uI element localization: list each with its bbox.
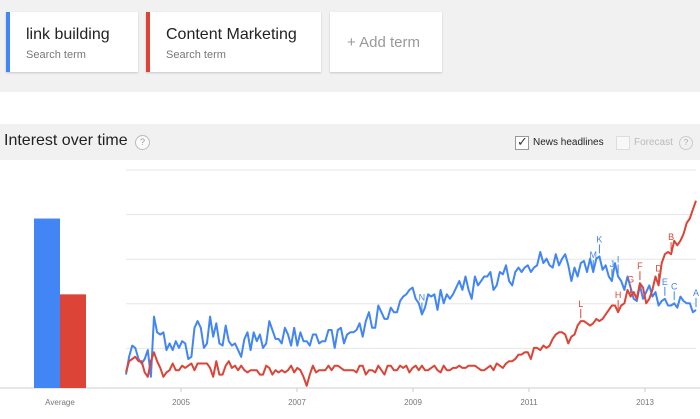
annotation-b: B — [668, 232, 674, 242]
add-term-label[interactable]: + Add term — [347, 34, 420, 51]
search-terms-bar: link building Search term Content Market… — [0, 0, 700, 92]
term-type: Search term — [26, 49, 86, 61]
spacer — [0, 92, 700, 124]
annotation-j: J — [610, 259, 615, 269]
annotation-g: G — [627, 275, 634, 285]
x-tick-label: 2011 — [520, 398, 538, 407]
annotation-m: M — [589, 250, 597, 260]
term-color-bar — [6, 12, 10, 72]
section-title: Interest over time — [4, 132, 128, 149]
annotation-h: H — [615, 290, 622, 300]
news-headlines-label[interactable]: News headlines — [533, 137, 604, 148]
average-bar-content-marketing — [60, 294, 86, 388]
plus-icon: + — [347, 34, 356, 51]
x-tick-label: 2007 — [288, 398, 306, 407]
term-type: Search term — [166, 49, 226, 61]
x-tick-label: 2013 — [636, 398, 654, 407]
annotation-c: C — [671, 281, 678, 291]
x-tick-label: 2005 — [172, 398, 190, 407]
forecast-label[interactable]: Forecast — [634, 137, 673, 148]
checkmark-icon: ✓ — [517, 134, 528, 149]
annotation-e: E — [662, 277, 668, 287]
x-tick-label: 2009 — [404, 398, 422, 407]
term-name[interactable]: link building — [26, 26, 110, 43]
term-color-bar — [146, 12, 150, 72]
annotation-d: D — [655, 263, 662, 273]
average-label: Average — [45, 398, 75, 407]
interest-over-time-header: Interest over time ? ✓ News headlines Fo… — [0, 124, 700, 160]
annotation-n: N — [419, 292, 426, 302]
forecast-help-icon[interactable]: ? — [679, 136, 693, 150]
search-term-card-link-building[interactable]: link building Search term — [6, 12, 138, 72]
series-line-content-marketing — [125, 200, 697, 387]
forecast-checkbox[interactable] — [616, 136, 630, 150]
term-name[interactable]: Content Marketing — [166, 26, 297, 43]
annotation-f: F — [637, 261, 643, 271]
annotation-a: A — [693, 288, 699, 298]
annotation-k: K — [596, 234, 602, 244]
average-bar-link-building — [34, 218, 60, 388]
annotation-i: I — [617, 255, 620, 265]
annotation-l: L — [578, 299, 583, 309]
add-term-text: Add term — [359, 34, 420, 51]
interest-chart: Average 2005 2007 2009 2011 2013 N M K J I E C A L H G F D… — [0, 160, 700, 414]
series-line-link-building — [125, 251, 697, 378]
interest-chart-svg: Average 2005 2007 2009 2011 2013 N MK J I E C A L HGF D… — [0, 169, 700, 407]
search-term-card-content-marketing[interactable]: Content Marketing Search term — [146, 12, 321, 72]
add-term-button[interactable]: + Add term — [330, 12, 442, 72]
help-icon[interactable]: ? — [135, 135, 150, 150]
news-headlines-checkbox[interactable]: ✓ — [515, 134, 529, 150]
